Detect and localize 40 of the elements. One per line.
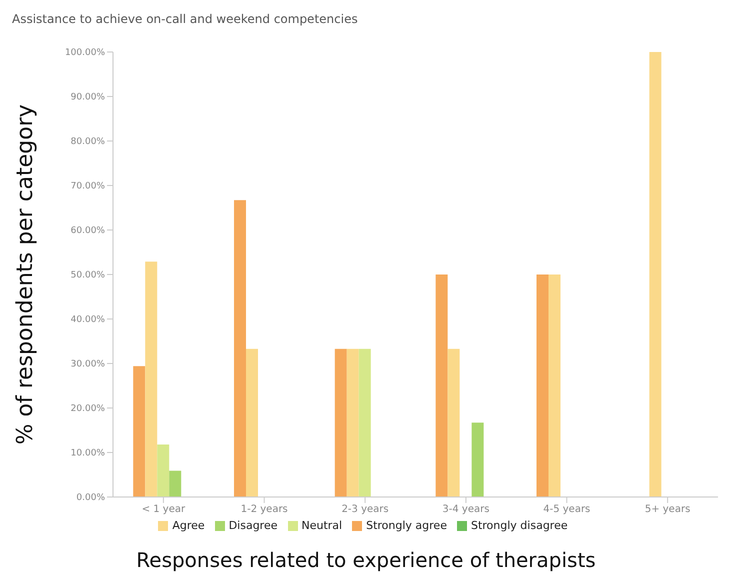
- bar: [536, 274, 548, 497]
- bar: [436, 274, 448, 497]
- y-tick-label: 0.00%: [76, 493, 106, 504]
- bar: [346, 348, 359, 497]
- y-tick-label: 20.00%: [70, 404, 106, 414]
- bar: [334, 348, 347, 497]
- x-tick-label: 2-3 years: [342, 504, 389, 516]
- x-tick-label: 4-5 years: [543, 504, 590, 516]
- y-tick-label: 80.00%: [70, 137, 106, 148]
- bar: [649, 52, 662, 497]
- bar: [133, 366, 146, 497]
- x-tick-label: < 1 year: [142, 504, 186, 516]
- chart-title: Assistance to achieve on-call and weekend competencies: [11, 11, 359, 28]
- legend-label: Strongly disagree: [470, 519, 568, 532]
- bar: [448, 348, 460, 497]
- y-tick-label: 10.00%: [70, 448, 106, 459]
- bar: [246, 348, 258, 497]
- x-tick-label: 5+ years: [644, 504, 690, 516]
- y-tick-label: 40.00%: [70, 315, 106, 326]
- bar: [145, 262, 158, 497]
- x-axis-title: Responses related to experience of therapists: [135, 548, 597, 572]
- legend-label: Agree: [172, 519, 205, 532]
- legend-label: Neutral: [302, 519, 342, 532]
- y-tick-label: 60.00%: [70, 226, 106, 236]
- y-axis-title: % of respondents per category: [12, 104, 38, 445]
- bar: [358, 348, 371, 497]
- y-tick-label: 30.00%: [70, 360, 106, 370]
- legend-label: Disagree: [228, 519, 278, 532]
- x-tick-label: 1-2 years: [240, 504, 288, 516]
- x-tick-label: 3-4 years: [442, 504, 490, 516]
- legend-label: Strongly agree: [366, 519, 447, 532]
- y-tick-label: 50.00%: [70, 270, 106, 281]
- bar: [169, 470, 182, 497]
- bar: [548, 274, 560, 497]
- bar: [157, 444, 170, 497]
- y-tick-label: 90.00%: [70, 92, 106, 103]
- y-tick-label: 70.00%: [70, 182, 106, 192]
- bar: [472, 422, 484, 497]
- y-tick-label: 100.00%: [64, 48, 106, 58]
- bar: [234, 200, 246, 497]
